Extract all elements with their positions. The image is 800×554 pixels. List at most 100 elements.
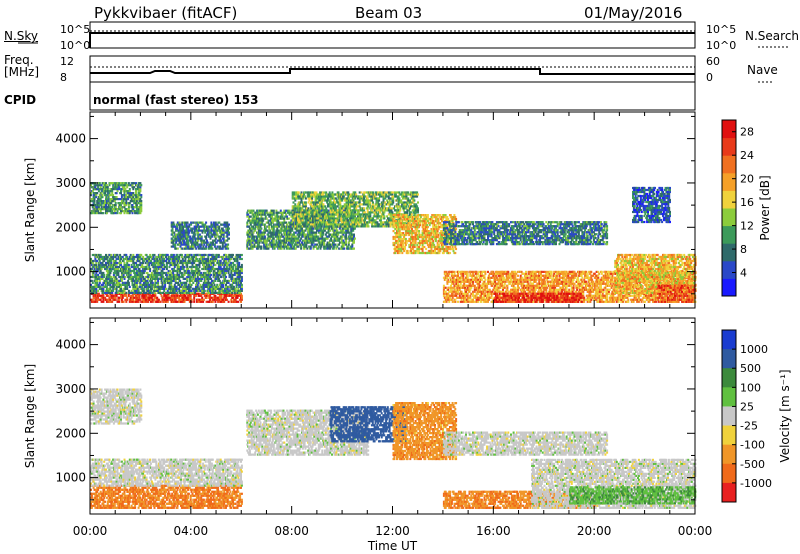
power-cell bbox=[140, 208, 142, 210]
power-cell bbox=[116, 258, 118, 260]
power-cell bbox=[228, 270, 230, 272]
power-cell bbox=[231, 276, 233, 278]
power-cell bbox=[180, 244, 182, 246]
power-cell bbox=[249, 228, 251, 230]
power-cell bbox=[194, 274, 196, 276]
power-cell bbox=[269, 242, 271, 244]
power-cell bbox=[174, 238, 176, 240]
power-cell bbox=[161, 295, 163, 297]
power-cell bbox=[124, 288, 126, 290]
power-cell bbox=[215, 258, 217, 260]
power-cell bbox=[131, 290, 133, 292]
power-cell bbox=[159, 266, 161, 268]
power-cell bbox=[324, 230, 326, 232]
power-cell bbox=[163, 297, 165, 299]
power-cell bbox=[138, 208, 140, 210]
power-cell bbox=[269, 230, 271, 232]
power-cell bbox=[308, 219, 310, 221]
power-cell bbox=[116, 192, 118, 194]
power-cell bbox=[341, 246, 343, 248]
power-cell bbox=[191, 292, 193, 294]
power-cell bbox=[311, 242, 313, 244]
power-cell bbox=[220, 236, 222, 238]
power-cell bbox=[169, 260, 171, 262]
power-cell bbox=[199, 260, 201, 262]
power-cell bbox=[95, 256, 97, 258]
power-cell bbox=[310, 226, 312, 228]
power-cell bbox=[117, 212, 119, 214]
power-cell bbox=[113, 188, 115, 190]
power-cell bbox=[196, 266, 198, 268]
power-cell bbox=[143, 266, 145, 268]
power-cell bbox=[133, 264, 135, 266]
power-cell bbox=[180, 240, 182, 242]
power-cell bbox=[95, 194, 97, 196]
power-cell bbox=[312, 244, 314, 246]
power-cell bbox=[265, 216, 267, 218]
power-cell bbox=[120, 264, 122, 266]
power-cell bbox=[95, 288, 97, 290]
power-cell bbox=[178, 276, 180, 278]
power-cell bbox=[290, 238, 292, 240]
power-cell bbox=[325, 228, 327, 230]
power-cell bbox=[119, 202, 121, 204]
power-cell bbox=[230, 272, 232, 274]
power-cell bbox=[203, 288, 205, 290]
power-cell bbox=[234, 295, 236, 297]
power-cell bbox=[309, 230, 311, 232]
power-cell bbox=[151, 292, 153, 294]
power-cell bbox=[146, 295, 148, 297]
power-cell bbox=[190, 295, 192, 297]
power-cell bbox=[170, 278, 172, 280]
power-cell bbox=[184, 260, 186, 262]
power-cell bbox=[205, 222, 207, 224]
power-cell bbox=[295, 195, 297, 197]
power-cell bbox=[214, 246, 216, 248]
power-cell bbox=[202, 224, 204, 226]
power-cell bbox=[140, 194, 142, 196]
power-cell bbox=[180, 246, 182, 248]
power-cell bbox=[149, 297, 151, 299]
power-cell bbox=[135, 192, 137, 194]
power-cell bbox=[138, 301, 140, 303]
power-cell bbox=[228, 272, 230, 274]
power-cell bbox=[194, 236, 196, 238]
power-cell bbox=[248, 218, 250, 220]
power-cell bbox=[214, 234, 216, 236]
power-cell bbox=[308, 201, 310, 203]
power-cell bbox=[202, 232, 204, 234]
power-cell bbox=[320, 246, 322, 248]
power-cell bbox=[100, 299, 102, 301]
power-cell bbox=[106, 184, 108, 186]
power-cell bbox=[240, 282, 242, 284]
power-cell bbox=[112, 200, 114, 202]
power-cell bbox=[148, 264, 150, 266]
power-cell bbox=[223, 282, 225, 284]
power-cell bbox=[220, 266, 222, 268]
power-cell bbox=[181, 256, 183, 258]
power-cell bbox=[184, 292, 186, 294]
power-cell bbox=[140, 210, 142, 212]
power-cell bbox=[194, 242, 196, 244]
power-cell bbox=[218, 228, 220, 230]
power-cell bbox=[172, 240, 174, 242]
power-cell bbox=[110, 276, 112, 278]
power-cell bbox=[178, 278, 180, 280]
power-cell bbox=[228, 224, 230, 226]
power-cell bbox=[179, 272, 181, 274]
power-cell bbox=[109, 254, 111, 256]
power-cell bbox=[125, 196, 127, 198]
power-cell bbox=[218, 278, 220, 280]
power-cell bbox=[270, 218, 272, 220]
power-cell bbox=[219, 280, 221, 282]
power-cell bbox=[241, 264, 243, 266]
power-cell bbox=[217, 226, 219, 228]
power-cell bbox=[264, 236, 266, 238]
power-cell bbox=[129, 188, 131, 190]
power-cell bbox=[248, 238, 250, 240]
power-cell bbox=[135, 190, 137, 192]
power-cell bbox=[226, 246, 228, 248]
power-cell bbox=[101, 204, 103, 206]
power-cell bbox=[275, 242, 277, 244]
power-cell bbox=[305, 238, 307, 240]
